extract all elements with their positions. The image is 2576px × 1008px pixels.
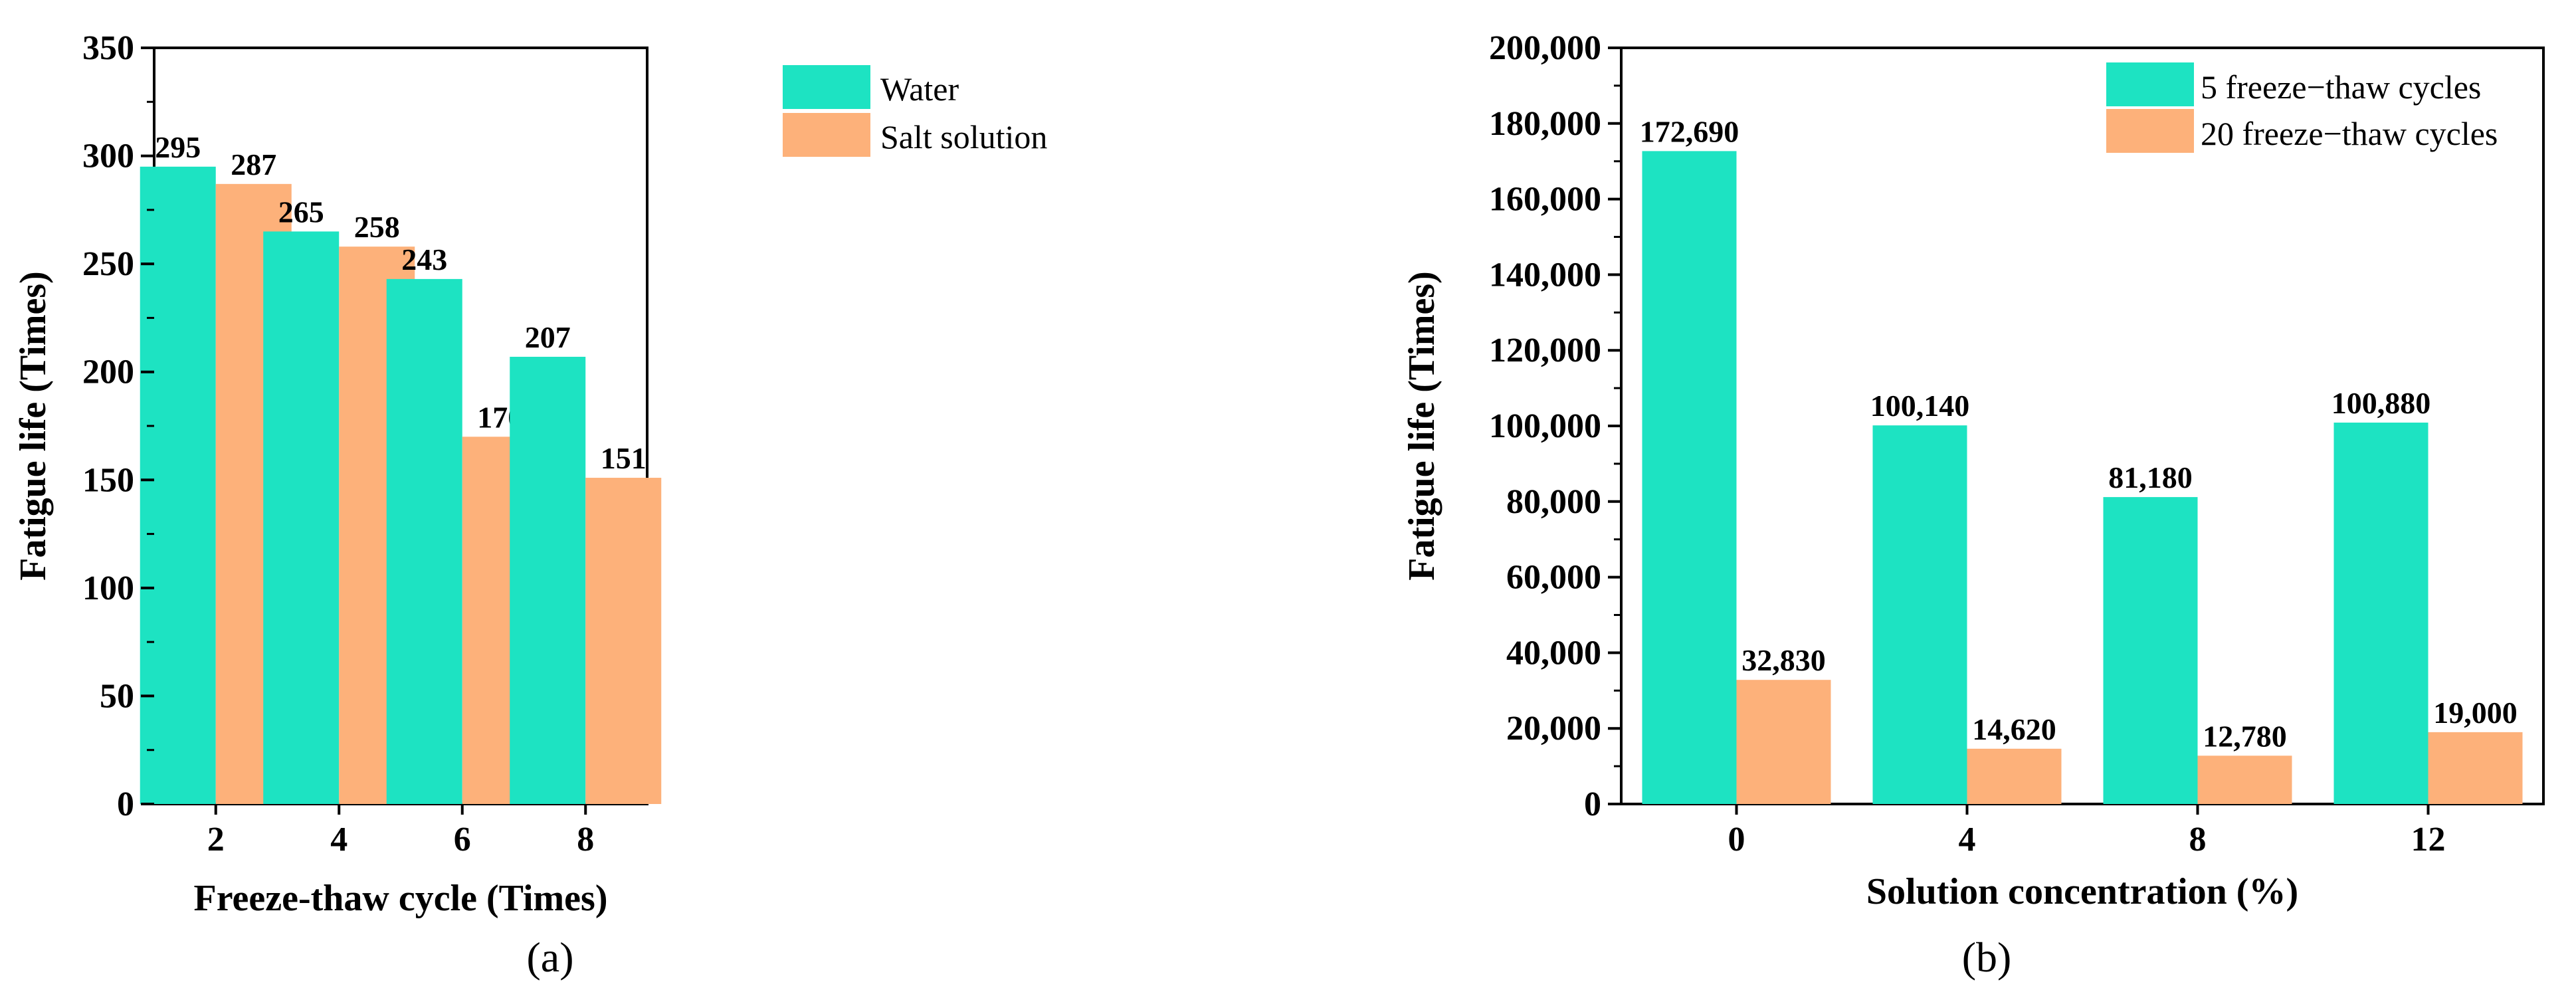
- data-label-a-s0-c2: 243: [401, 243, 447, 276]
- y-axis-title-b: Fatigue life (Times): [1401, 271, 1442, 581]
- legend-label-b-1: 20 freeze−thaw cycles: [2201, 115, 2498, 152]
- bar-b-s0-c1: [1872, 425, 1967, 804]
- legend-swatch-a-1: [783, 113, 870, 157]
- x-tick-label-a-3: 8: [577, 821, 594, 858]
- legend-swatch-a-0: [783, 65, 870, 109]
- panel-label-b: (b): [1962, 934, 2012, 981]
- legend-label-a-0: Water: [880, 70, 959, 108]
- x-axis-title-a: Freeze-thaw cycle (Times): [194, 878, 608, 919]
- legend-swatch-b-0: [2106, 62, 2194, 106]
- legend-label-b-0: 5 freeze−thaw cycles: [2201, 68, 2481, 106]
- data-label-a-s1-c0: 287: [231, 148, 276, 181]
- bar-b-s0-c3: [2333, 422, 2428, 804]
- bar-b-s1-c2: [2197, 756, 2292, 804]
- y-tick-label-b-2: 40,000: [1506, 634, 1601, 672]
- y-tick-label-b-7: 140,000: [1489, 256, 1601, 294]
- legend-a: Water Salt solution: [783, 65, 1047, 157]
- y-tick-label-a-7: 350: [82, 29, 134, 67]
- y-tick-label-b-6: 120,000: [1489, 332, 1601, 369]
- data-label-b-s1-c2: 12,780: [2203, 719, 2287, 753]
- bar-a-s0-c3: [510, 356, 586, 804]
- bar-a-s0-c2: [386, 278, 462, 805]
- data-label-b-s0-c0: 172,690: [1640, 114, 1739, 148]
- data-label-b-s0-c1: 100,140: [1870, 389, 1970, 423]
- y-tick-label-a-6: 300: [82, 138, 134, 175]
- y-tick-label-b-1: 20,000: [1506, 710, 1601, 748]
- bar-a-s0-c1: [263, 231, 340, 804]
- x-tick-label-a-2: 6: [454, 821, 471, 858]
- y-tick-label-a-1: 50: [100, 677, 134, 715]
- bar-a-s0-c0: [140, 166, 216, 805]
- y-tick-label-a-3: 150: [82, 461, 134, 499]
- x-tick-label-a-1: 4: [330, 821, 347, 858]
- x-tick-label-b-3: 12: [2411, 821, 2446, 858]
- y-tick-label-b-8: 160,000: [1489, 181, 1601, 219]
- y-tick-label-a-5: 250: [82, 245, 134, 283]
- ticks-b: 0 4 8 12 0 20,000 40,000 60,000 80,000 100,000 120…: [1489, 29, 2446, 858]
- data-label-b-s1-c3: 19,000: [2433, 696, 2518, 730]
- y-tick-label-a-0: 0: [117, 785, 134, 823]
- y-tick-label-b-4: 80,000: [1506, 483, 1601, 521]
- bar-b-s1-c0: [1736, 680, 1831, 804]
- data-label-a-s1-c3: 151: [601, 441, 646, 475]
- y-tick-label-b-0: 0: [1584, 785, 1601, 823]
- y-tick-label-a-2: 100: [82, 569, 134, 607]
- y-axis-title-a: Fatigue life (Times): [13, 271, 54, 581]
- bars-b: 172,690 32,830 100,140 14,620 81,180 12,780 10…: [1640, 114, 2523, 804]
- x-tick-label-b-0: 0: [1728, 821, 1745, 858]
- data-label-a-s0-c3: 207: [525, 320, 571, 354]
- y-tick-label-b-10: 200,000: [1489, 29, 1601, 67]
- y-tick-label-b-9: 180,000: [1489, 105, 1601, 143]
- x-axis-title-b: Solution concentration (%): [1866, 871, 2298, 912]
- data-label-b-s1-c0: 32,830: [1741, 643, 1826, 677]
- y-tick-label-b-3: 60,000: [1506, 559, 1601, 597]
- bar-a-s1-c3: [585, 478, 662, 804]
- y-tick-label-a-4: 200: [82, 353, 134, 391]
- x-tick-label-a-0: 2: [207, 821, 225, 858]
- data-label-a-s1-c1: 258: [354, 210, 400, 244]
- data-label-b-s0-c3: 100,880: [2331, 386, 2431, 420]
- y-tick-label-b-5: 100,000: [1489, 407, 1601, 445]
- data-label-a-s0-c1: 265: [278, 195, 324, 229]
- data-label-a-s0-c0: 295: [155, 130, 201, 164]
- ticks-a: 2 4 6 8 0 50 100 150 200 250 300 350: [82, 29, 594, 858]
- legend-swatch-b-1: [2106, 109, 2194, 153]
- chart-panel-b: 172,690 32,830 100,140 14,620 81,180 12,780 10…: [1401, 29, 2545, 981]
- bar-b-s1-c3: [2428, 732, 2523, 804]
- data-label-b-s1-c1: 14,620: [1972, 712, 2056, 746]
- legend-label-a-1: Salt solution: [880, 118, 1047, 155]
- bar-b-s0-c0: [1642, 151, 1737, 804]
- bar-b-s1-c1: [1967, 748, 2062, 804]
- bar-b-s0-c2: [2103, 497, 2198, 804]
- panel-label-a: (a): [526, 934, 573, 981]
- x-tick-label-b-2: 8: [2189, 821, 2207, 858]
- data-label-b-s0-c2: 81,180: [2108, 460, 2193, 494]
- legend-b: 5 freeze−thaw cycles 20 freeze−thaw cycl…: [2106, 62, 2498, 153]
- x-tick-label-b-1: 4: [1959, 821, 1976, 858]
